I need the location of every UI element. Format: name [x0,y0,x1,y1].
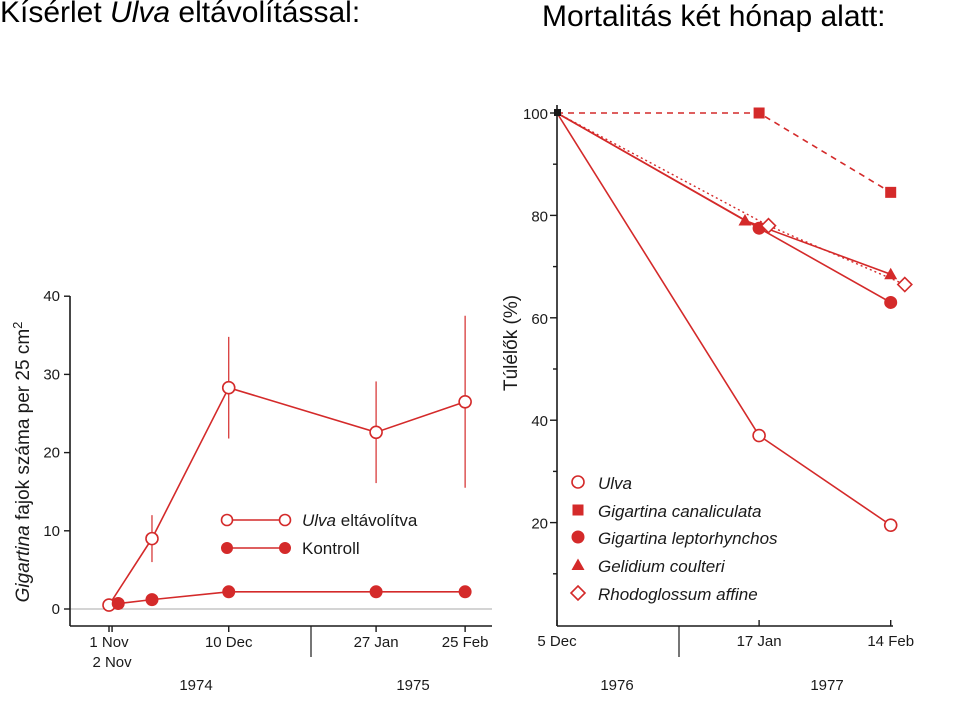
right-year-label: 1977 [810,677,843,694]
right-x-tick-label: 17 Jan [737,633,782,650]
right-legend-marker [572,504,584,516]
left-x-tick-label: 1 Nov [89,634,129,651]
right-series-line [556,112,892,526]
right-data-point [884,295,898,309]
left-y-tick-label: 10 [43,523,60,540]
left-data-point [145,531,159,546]
right-data-point [896,276,913,293]
right-heading: Mortalitás két hónap alatt: [542,0,886,33]
right-legend-marker [569,584,587,602]
left-series-line [108,386,466,606]
left-data-point [369,585,383,599]
left-y-tick-label: 0 [52,601,60,618]
right-legend-label: Gelidium coulteri [598,557,726,576]
left-heading-italic: Ulva [110,0,171,29]
left-legend-marker [220,513,234,527]
right-y-tick-label: 20 [531,516,548,533]
left-x-tick-label: 27 Jan [354,634,399,651]
right-data-point [752,428,766,443]
right-data-point [738,214,752,226]
right-year-label: 1976 [600,677,633,694]
right-series-line [556,112,906,286]
left-data-point [221,380,236,395]
left-y-tick-label: 40 [43,288,60,305]
left-y-tick-label: 20 [43,445,60,462]
right-legend-marker [571,530,585,544]
right-legend-marker [571,558,585,570]
left-data-point [111,597,125,611]
left-year-label: 1975 [396,677,429,694]
right-y-tick-label: 100 [523,106,548,123]
right-origin-marker [554,109,561,116]
left-legend-marker [221,542,233,554]
right-y-tick-label: 60 [531,311,548,328]
right-y-axis-label: Túlélők (%) [501,295,522,391]
right-legend-label: Gigartina leptorhynchos [598,529,778,548]
right-data-point [760,217,777,234]
left-heading: Kísérlet Ulva eltávolítással: [0,0,360,30]
left-legend-label: Kontroll [302,539,360,558]
left-legend-label: Ulva eltávolítva [302,511,418,530]
left-y-axis-label: Gigartina fajok száma per 25 cm2 [10,322,35,603]
left-heading-text: Kísérlet [0,0,111,29]
right-series-line [557,112,892,194]
right-legend-marker [571,475,585,489]
left-data-point [458,585,472,599]
left-series-line [118,590,466,605]
right-data-point [883,518,898,532]
left-data-point [145,593,159,607]
right-legend-label: Gigartina canaliculata [598,502,761,521]
left-y-tick-label: 30 [43,366,60,383]
left-data-point [222,585,236,599]
right-x-tick-label: 5 Dec [537,633,577,650]
right-data-point [885,186,897,198]
left-legend-marker [278,513,292,527]
right-legend-label: Ulva [598,474,632,493]
right-y-tick-label: 80 [531,208,548,225]
left-x-tick-label: 10 Dec [205,634,253,651]
right-x-tick-label: 14 Feb [867,633,914,650]
left-data-point [458,394,472,409]
right-y-tick-label: 40 [531,413,548,430]
left-year-label: 1974 [179,677,212,694]
left-x-tick-label: 25 Feb [442,634,489,651]
right-data-point [753,107,765,119]
left-heading-text-end: eltávolítással: [170,0,361,29]
left-data-point [369,425,383,440]
right-legend-label: Rhodoglossum affine [598,585,758,604]
left-x-tick-label: 2 Nov [92,654,132,671]
left-legend-marker [279,542,291,554]
right-data-point [884,267,898,280]
